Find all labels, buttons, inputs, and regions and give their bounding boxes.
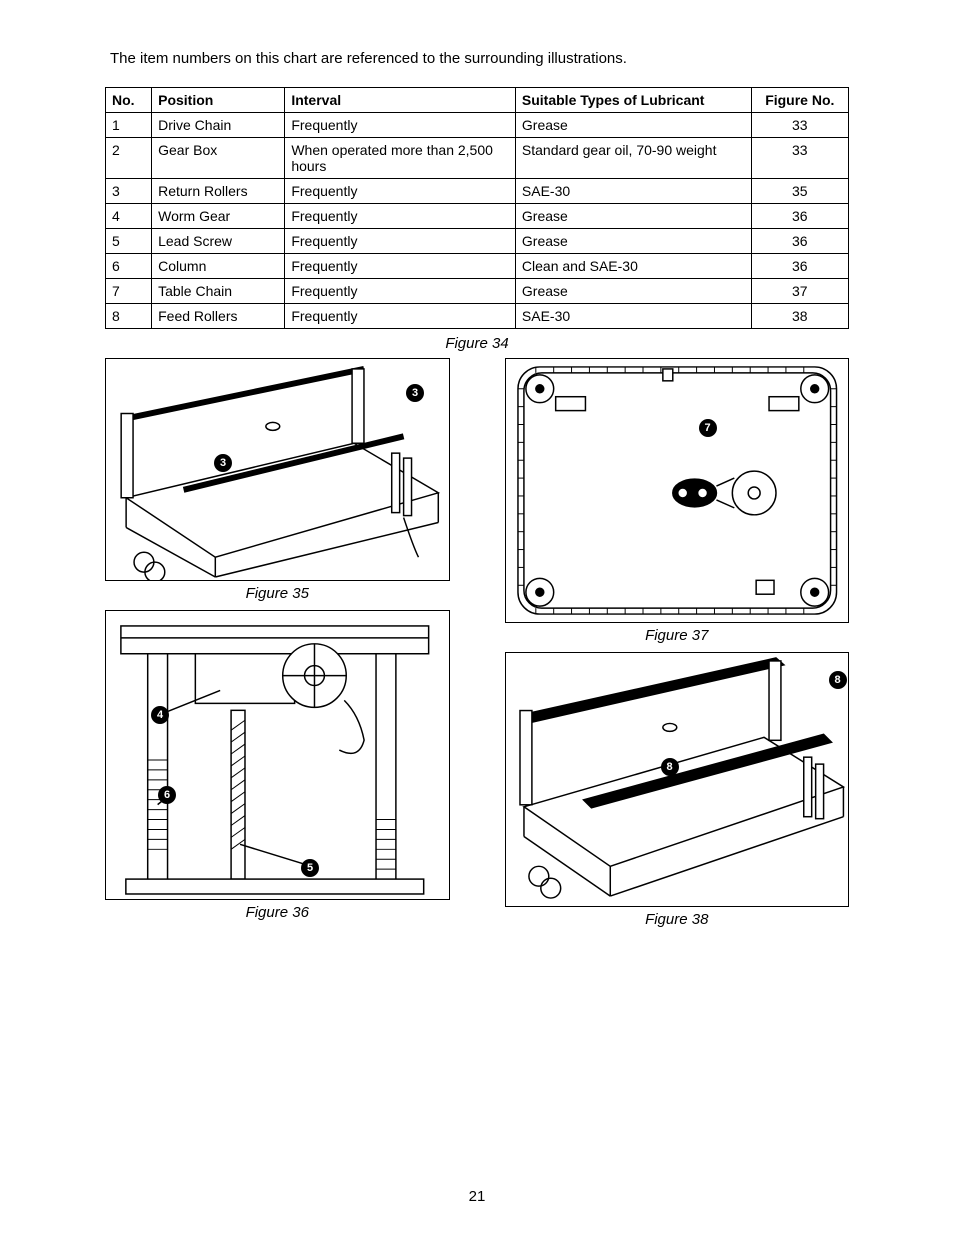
table-cell-position: Feed Rollers: [152, 304, 285, 329]
table-row: 8Feed RollersFrequentlySAE-3038: [106, 304, 849, 329]
table-cell-position: Gear Box: [152, 138, 285, 179]
table-cell-interval: Frequently: [285, 279, 516, 304]
callout-8: 8: [661, 758, 679, 776]
table-cell-no: 5: [106, 229, 152, 254]
callout-3: 3: [406, 384, 424, 402]
figure-38-drawing: [506, 653, 849, 906]
figure-34-caption: Figure 34: [105, 335, 849, 352]
table-cell-lubricant: Grease: [515, 204, 751, 229]
table-cell-no: 1: [106, 113, 152, 138]
table-row: 3Return RollersFrequentlySAE-3035: [106, 179, 849, 204]
table-cell-lubricant: Standard gear oil, 70-90 weight: [515, 138, 751, 179]
figure-37-drawing: [506, 359, 849, 622]
page-number: 21: [0, 1188, 954, 1205]
left-figure-column: 33 Figure 35: [105, 358, 450, 936]
table-cell-interval: Frequently: [285, 254, 516, 279]
table-cell-no: 2: [106, 138, 152, 179]
table-row: 6ColumnFrequentlyClean and SAE-3036: [106, 254, 849, 279]
table-cell-position: Return Rollers: [152, 179, 285, 204]
table-cell-figno: 33: [751, 113, 848, 138]
table-cell-figno: 36: [751, 229, 848, 254]
table-cell-interval: Frequently: [285, 179, 516, 204]
figure-36-caption: Figure 36: [105, 904, 450, 921]
col-header-no: No.: [106, 88, 152, 113]
col-header-interval: Interval: [285, 88, 516, 113]
col-header-figno: Figure No.: [751, 88, 848, 113]
table-cell-interval: Frequently: [285, 304, 516, 329]
figure-35-drawing: [106, 359, 449, 580]
table-row: 2Gear BoxWhen operated more than 2,500 h…: [106, 138, 849, 179]
table-row: 5Lead ScrewFrequentlyGrease36: [106, 229, 849, 254]
table-cell-lubricant: Clean and SAE-30: [515, 254, 751, 279]
col-header-position: Position: [152, 88, 285, 113]
table-cell-lubricant: Grease: [515, 279, 751, 304]
table-cell-no: 3: [106, 179, 152, 204]
table-cell-position: Worm Gear: [152, 204, 285, 229]
table-cell-position: Lead Screw: [152, 229, 285, 254]
figure-35-box: 33: [105, 358, 450, 581]
figure-36-drawing: [106, 611, 449, 899]
callout-6: 6: [158, 786, 176, 804]
col-header-lubricant: Suitable Types of Lubricant: [515, 88, 751, 113]
table-cell-no: 4: [106, 204, 152, 229]
table-cell-figno: 33: [751, 138, 848, 179]
table-cell-figno: 35: [751, 179, 848, 204]
table-cell-figno: 36: [751, 254, 848, 279]
table-cell-position: Drive Chain: [152, 113, 285, 138]
table-cell-figno: 36: [751, 204, 848, 229]
table-cell-interval: When operated more than 2,500 hours: [285, 138, 516, 179]
right-figure-column: 7 Figure 37: [505, 358, 850, 936]
table-cell-position: Column: [152, 254, 285, 279]
table-row: 7Table ChainFrequentlyGrease37: [106, 279, 849, 304]
table-row: 4Worm GearFrequentlyGrease36: [106, 204, 849, 229]
intro-paragraph: The item numbers on this chart are refer…: [110, 50, 849, 67]
table-cell-lubricant: Grease: [515, 229, 751, 254]
page: The item numbers on this chart are refer…: [0, 0, 954, 1235]
table-header-row: No. Position Interval Suitable Types of …: [106, 88, 849, 113]
figure-35-caption: Figure 35: [105, 585, 450, 602]
callout-5: 5: [301, 859, 319, 877]
table-cell-lubricant: SAE-30: [515, 179, 751, 204]
table-cell-no: 6: [106, 254, 152, 279]
table-cell-position: Table Chain: [152, 279, 285, 304]
table-row: 1Drive ChainFrequentlyGrease33: [106, 113, 849, 138]
callout-4: 4: [151, 706, 169, 724]
figure-36-box: 4 6 5: [105, 610, 450, 900]
table-cell-no: 7: [106, 279, 152, 304]
table-cell-figno: 37: [751, 279, 848, 304]
figure-38-box: 88: [505, 652, 850, 907]
figure-37-box: 7: [505, 358, 850, 623]
lubrication-table: No. Position Interval Suitable Types of …: [105, 87, 849, 329]
table-cell-lubricant: Grease: [515, 113, 751, 138]
callout-8: 8: [829, 671, 847, 689]
figure-38-caption: Figure 38: [505, 911, 850, 928]
figure-37-caption: Figure 37: [505, 627, 850, 644]
table-cell-interval: Frequently: [285, 204, 516, 229]
table-cell-no: 8: [106, 304, 152, 329]
callout-7: 7: [699, 419, 717, 437]
table-cell-interval: Frequently: [285, 113, 516, 138]
table-cell-interval: Frequently: [285, 229, 516, 254]
callout-3: 3: [214, 454, 232, 472]
table-cell-lubricant: SAE-30: [515, 304, 751, 329]
table-cell-figno: 38: [751, 304, 848, 329]
